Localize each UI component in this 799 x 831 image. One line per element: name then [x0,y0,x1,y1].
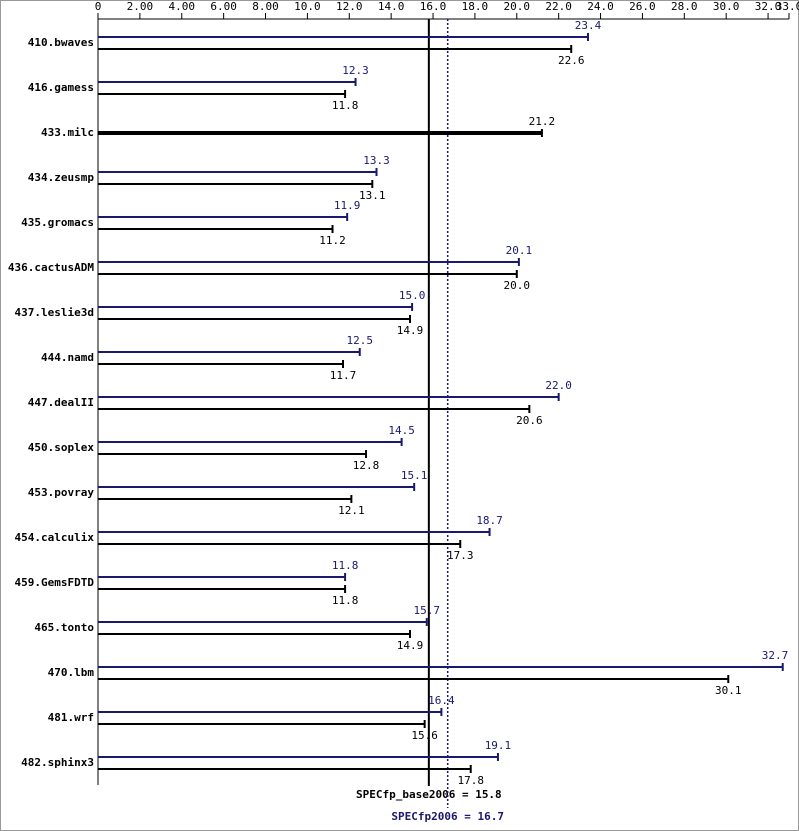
x-tick-label: 28.0 [671,0,698,13]
value-label: 22.0 [545,379,572,392]
category-label: 482.sphinx3 [21,756,94,769]
category-label: 453.povray [28,486,95,499]
value-label: 17.3 [447,549,474,562]
x-tick-label: 33.0 [776,0,799,13]
x-tick-label: 10.0 [294,0,321,13]
value-label: 11.7 [330,369,357,382]
value-label: 15.7 [413,604,440,617]
value-label: 14.9 [397,324,424,337]
value-label: 22.6 [558,54,585,67]
x-tick-label: 18.0 [462,0,489,13]
value-label: 11.8 [332,594,359,607]
value-label: 11.2 [319,234,346,247]
x-tick-label: 30.0 [713,0,740,13]
x-tick-label: 14.0 [378,0,405,13]
category-label: 454.calculix [15,531,95,544]
x-tick-label: 32.0 [755,0,782,13]
reference-label: SPECfp_base2006 = 15.8 [356,788,502,801]
category-label: 436.cactusADM [8,261,94,274]
value-label: 11.8 [332,99,359,112]
value-label: 12.5 [346,334,373,347]
category-label: 433.milc [41,126,94,139]
category-label: 437.leslie3d [15,306,94,319]
value-label: 12.1 [338,504,365,517]
x-tick-label: 6.00 [210,0,237,13]
value-label: 15.6 [411,729,438,742]
x-tick-label: 0 [95,0,102,13]
value-label: 19.1 [485,739,512,752]
category-label: 416.gamess [28,81,94,94]
category-label: 450.soplex [28,441,95,454]
value-label: 13.1 [359,189,386,202]
value-label: 17.8 [457,774,484,787]
category-label: 481.wrf [48,711,94,724]
category-label: 444.namd [41,351,94,364]
value-label: 14.5 [388,424,415,437]
value-label: 11.8 [332,559,359,572]
x-tick-label: 26.0 [629,0,656,13]
value-label: 12.3 [342,64,369,77]
x-tick-label: 2.00 [127,0,154,13]
category-label: 470.lbm [48,666,95,679]
value-label: 30.1 [715,684,742,697]
value-label: 14.9 [397,639,424,652]
value-label: 12.8 [353,459,380,472]
category-label: 447.dealII [28,396,94,409]
category-label: 459.GemsFDTD [15,576,95,589]
value-label: 20.6 [516,414,543,427]
value-label: 18.7 [476,514,503,527]
value-label: 16.4 [428,694,455,707]
x-tick-label: 16.0 [420,0,447,13]
x-tick-label: 4.00 [169,0,196,13]
value-label: 20.0 [504,279,531,292]
value-label: 13.3 [363,154,390,167]
category-label: 434.zeusmp [28,171,95,184]
x-tick-label: 22.0 [545,0,572,13]
reference-label: SPECfp2006 = 16.7 [391,810,504,823]
value-label: 20.1 [506,244,533,257]
x-tick-label: 20.0 [504,0,531,13]
value-label: 15.0 [399,289,426,302]
value-label: 32.7 [762,649,789,662]
category-label: 435.gromacs [21,216,94,229]
value-label: 23.4 [575,19,602,32]
x-tick-label: 8.00 [252,0,279,13]
value-label: 15.1 [401,469,428,482]
x-tick-label: 12.0 [336,0,363,13]
value-label: 21.2 [529,115,556,128]
category-label: 465.tonto [34,621,94,634]
x-tick-label: 24.0 [587,0,614,13]
category-label: 410.bwaves [28,36,94,49]
value-label: 11.9 [334,199,361,212]
